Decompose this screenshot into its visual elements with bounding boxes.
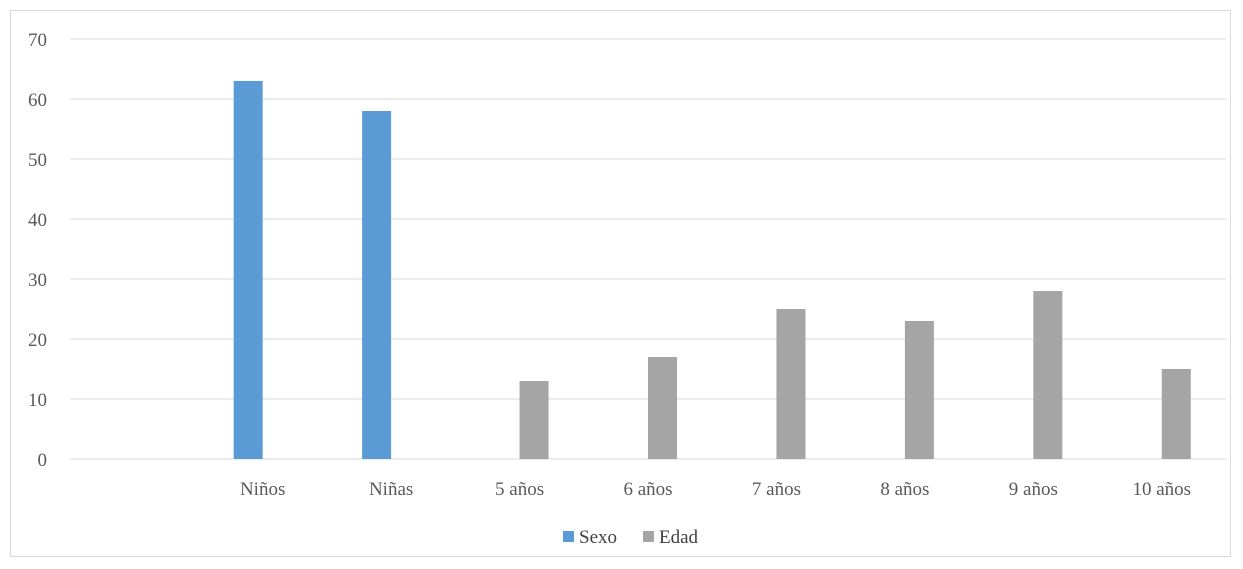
legend-swatch-sexo: [563, 531, 574, 542]
chart-area: [10, 10, 1231, 557]
bar-edad-7 años: [776, 309, 806, 459]
bar-edad-8 años: [904, 321, 934, 459]
y-tick-label: 30: [28, 270, 47, 291]
y-axis: 0 10 20 30 40 50 60 70: [28, 30, 47, 471]
x-category-label: 10 años: [1132, 479, 1191, 500]
legend-label-edad: Edad: [659, 527, 699, 548]
x-category-label: 5 años: [495, 479, 544, 500]
y-tick-label: 40: [28, 210, 47, 231]
y-tick-label: 50: [28, 150, 47, 171]
x-category-label: 9 años: [1009, 479, 1058, 500]
x-category-label: 7 años: [752, 479, 801, 500]
legend: Sexo Edad: [563, 527, 699, 548]
x-axis: Niños Niñas 5 años 6 años 7 años 8 años 9 años…: [240, 479, 1191, 500]
bar-edad-5 años: [519, 381, 549, 459]
x-category-label: Niñas: [369, 479, 413, 500]
y-tick-label: 0: [38, 450, 48, 471]
x-category-label: 8 años: [880, 479, 929, 500]
y-tick-label: 70: [28, 30, 47, 51]
bar-edad-9 años: [1033, 291, 1063, 459]
x-category-label: 6 años: [623, 479, 672, 500]
legend-label-sexo: Sexo: [579, 527, 617, 548]
legend-swatch-edad: [643, 531, 654, 542]
y-tick-label: 20: [28, 330, 47, 351]
y-tick-label: 10: [28, 390, 47, 411]
bars: [233, 81, 1191, 459]
bar-sexo-Niñas: [362, 111, 392, 459]
bar-edad-10 años: [1161, 369, 1191, 459]
y-tick-label: 60: [28, 90, 47, 111]
bar-edad-6 años: [648, 357, 677, 459]
x-category-label: Niños: [240, 479, 285, 500]
bar-sexo-Niños: [233, 81, 263, 459]
